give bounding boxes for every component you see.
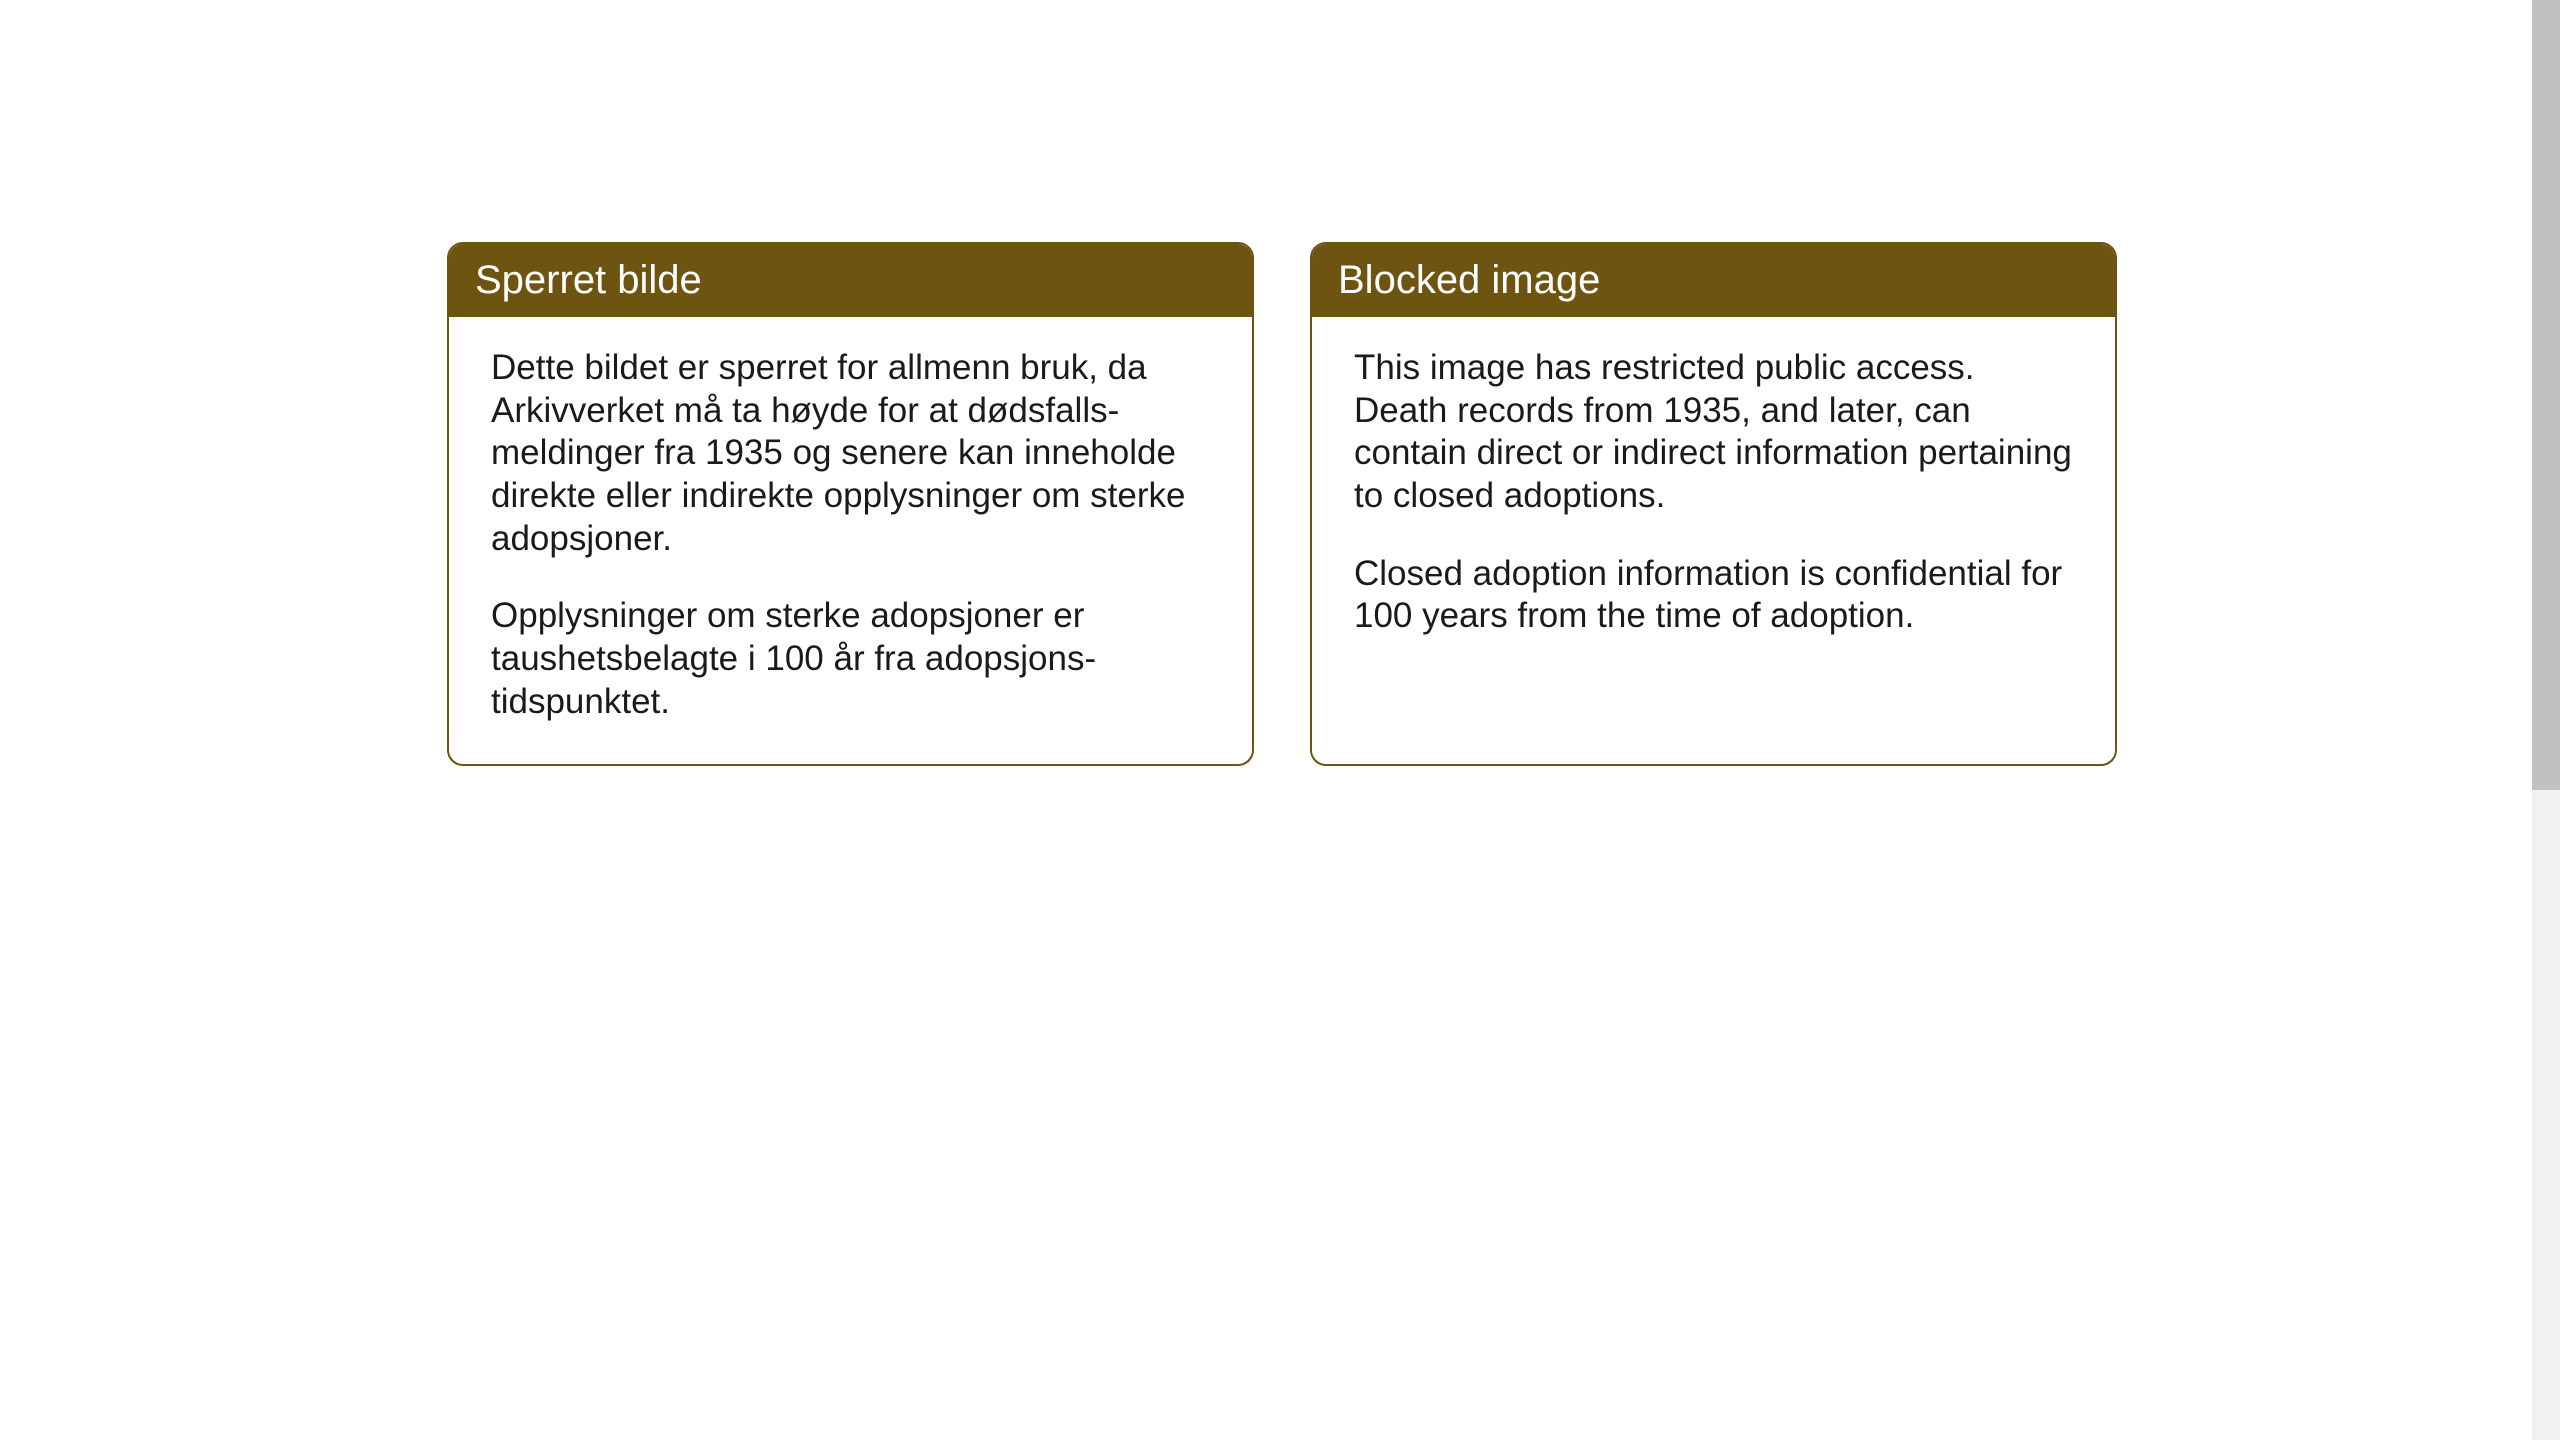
vertical-scrollbar-track[interactable] [2532, 0, 2560, 1440]
norwegian-paragraph-1: Dette bildet er sperret for allmenn bruk… [491, 347, 1210, 560]
norwegian-notice-card: Sperret bilde Dette bildet er sperret fo… [447, 242, 1254, 766]
norwegian-card-body: Dette bildet er sperret for allmenn bruk… [449, 317, 1252, 764]
english-card-title: Blocked image [1338, 258, 1600, 302]
vertical-scrollbar-thumb[interactable] [2532, 0, 2560, 790]
norwegian-card-title: Sperret bilde [475, 258, 702, 302]
norwegian-card-header: Sperret bilde [449, 244, 1252, 317]
notice-cards-container: Sperret bilde Dette bildet er sperret fo… [447, 242, 2117, 766]
english-paragraph-2: Closed adoption information is confident… [1354, 553, 2073, 638]
english-notice-card: Blocked image This image has restricted … [1310, 242, 2117, 766]
english-card-body: This image has restricted public access.… [1312, 317, 2115, 678]
english-card-header: Blocked image [1312, 244, 2115, 317]
norwegian-paragraph-2: Opplysninger om sterke adopsjoner er tau… [491, 595, 1210, 723]
english-paragraph-1: This image has restricted public access.… [1354, 347, 2073, 518]
